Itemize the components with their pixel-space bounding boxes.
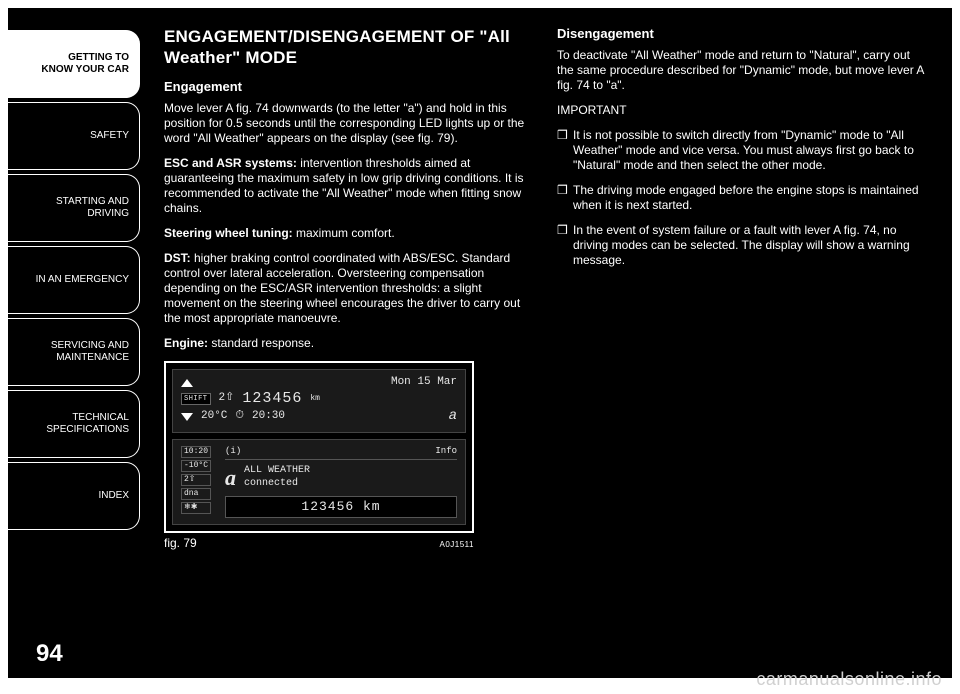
stat-dna: dna [181,488,211,500]
para-engine: Engine: standard response. [164,336,531,351]
para-deactivate: To deactivate "All Weather" mode and ret… [557,48,924,93]
tab-label: SERVICING ANDMAINTENANCE [51,340,129,364]
allweather-a-icon: a [225,464,236,492]
display-odometer: 123456 [242,390,302,409]
stat-snow-icon: ❄✱ [181,502,211,514]
display-temp: 20°C [201,410,227,424]
stat-time: 10:20 [181,446,211,458]
figure-caption-row: fig. 79 A0J1511 [164,536,474,551]
important-list: It is not possible to switch directly fr… [557,128,924,268]
display-odo-unit: km [310,394,320,404]
tab-servicing[interactable]: SERVICING ANDMAINTENANCE [8,318,140,386]
stat-temp: -10°C [181,460,211,472]
label-esc: ESC and ASR systems: [164,156,297,170]
para-esc: ESC and ASR systems: intervention thresh… [164,156,531,216]
subheading-disengagement: Disengagement [557,26,924,42]
tab-safety[interactable]: SAFETY [8,102,140,170]
info-icon: (i) [225,446,241,457]
para-move-lever: Move lever A fig. 74 downwards (to the l… [164,101,531,146]
column-right: Disengagement To deactivate "All Weather… [557,26,924,551]
allweather-line1: ALL WEATHER [244,465,310,478]
sidebar-tabs: GETTING TOKNOW YOUR CAR SAFETY STARTING … [8,30,140,534]
para-dst: DST: higher braking control coordinated … [164,251,531,326]
info-label: Info [435,446,457,457]
figure-code: A0J1511 [440,540,475,550]
display-gear: 2⇧ [219,392,235,406]
page-number: 94 [36,640,63,668]
figure-label: fig. 79 [164,536,197,551]
text-engine: standard response. [208,336,314,350]
column-left: ENGAGEMENT/DISENGAGEMENT OF "All Weather… [164,26,531,551]
tab-index[interactable]: INDEX [8,462,140,530]
tab-label: TECHNICALSPECIFICATIONS [46,412,129,436]
text-dst: higher braking control coordinated with … [164,251,520,325]
para-steering: Steering wheel tuning: maximum comfort. [164,226,531,241]
figure-79: Mon 15 Mar SHIFT 2⇧ 123456 km 20°C ⏱ 20:3… [164,361,474,533]
tab-emergency[interactable]: IN AN EMERGENCY [8,246,140,314]
display-status-column: 10:20 -10°C 2⇧ dna ❄✱ [181,446,211,518]
tab-label: GETTING TOKNOW YOUR CAR [41,52,129,76]
label-engine: Engine: [164,336,208,350]
important-label: IMPORTANT [557,103,924,118]
stat-gear: 2⇧ [181,474,211,486]
display-date: Mon 15 Mar [391,376,457,390]
allweather-line2: connected [244,478,310,491]
tab-starting-driving[interactable]: STARTING ANDDRIVING [8,174,140,242]
label-steering: Steering wheel tuning: [164,226,293,240]
list-item: It is not possible to switch directly fr… [557,128,924,173]
watermark: carmanualsonline.info [756,669,942,690]
tab-label: STARTING ANDDRIVING [56,196,129,220]
display-upper: Mon 15 Mar SHIFT 2⇧ 123456 km 20°C ⏱ 20:3… [172,369,466,433]
tab-getting-to-know[interactable]: GETTING TOKNOW YOUR CAR [8,30,140,98]
display-time: 20:30 [252,410,285,424]
section-heading: ENGAGEMENT/DISENGAGEMENT OF "All Weather… [164,26,531,69]
tab-label: SAFETY [90,130,129,142]
list-item: The driving mode engaged before the engi… [557,183,924,213]
label-dst: DST: [164,251,191,265]
arrow-up-icon [181,379,193,387]
text-steering: maximum comfort. [293,226,395,240]
tab-label: INDEX [98,490,129,502]
list-item: In the event of system failure or a faul… [557,223,924,268]
tab-technical[interactable]: TECHNICALSPECIFICATIONS [8,390,140,458]
shift-label: SHIFT [181,393,211,406]
display-lower: 10:20 -10°C 2⇧ dna ❄✱ (i) Info [172,439,466,525]
display2-odometer: 123456 km [225,496,457,518]
display-mode: a [449,408,457,426]
clock-icon: ⏱ [235,410,244,424]
tab-label: IN AN EMERGENCY [36,274,129,286]
subheading-engagement: Engagement [164,79,531,95]
arrow-down-icon [181,413,193,421]
